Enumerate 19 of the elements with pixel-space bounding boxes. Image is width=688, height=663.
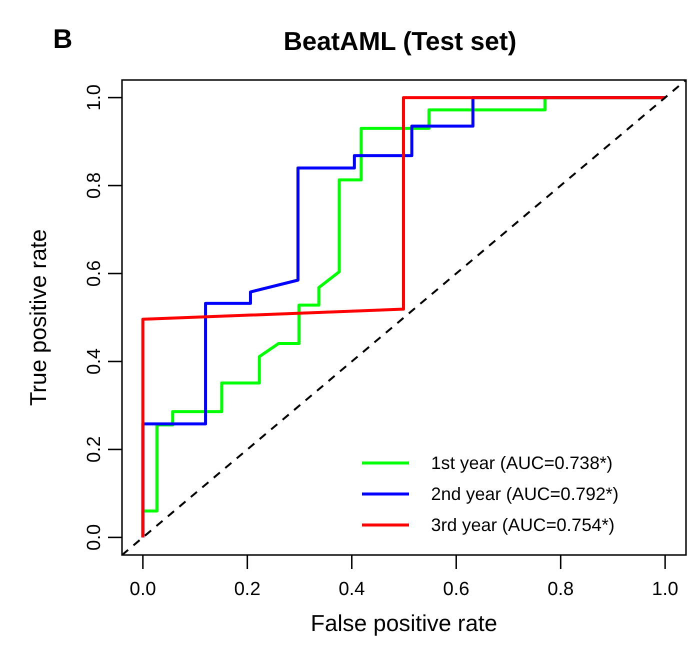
legend-label: 2nd year (AUC=0.792*) [431,484,619,504]
legend-label: 1st year (AUC=0.738*) [431,453,613,473]
legend-label: 3rd year (AUC=0.754*) [431,515,615,535]
y-tick-label: 0.8 [84,172,105,199]
text: B [53,24,72,54]
chart-title: BeatAML (Test set) [283,26,517,56]
x-tick-label: 0.2 [234,579,261,600]
y-tick-label: 0.2 [84,436,105,463]
x-tick-label: 1.0 [652,579,678,600]
x-axis-title: False positive rate [310,610,498,636]
y-axis-title: True positive rate [25,229,51,406]
y-tick-label: 1.0 [84,84,105,111]
x-tick-label: 0.6 [443,579,470,600]
x-tick-label: 0.0 [130,579,156,600]
x-tick-label: 0.8 [547,579,574,600]
y-tick-label: 0.6 [84,260,105,287]
x-tick-label: 0.4 [338,579,366,600]
y-tick-label: 0.0 [84,524,105,551]
y-tick-label: 0.4 [84,348,105,375]
